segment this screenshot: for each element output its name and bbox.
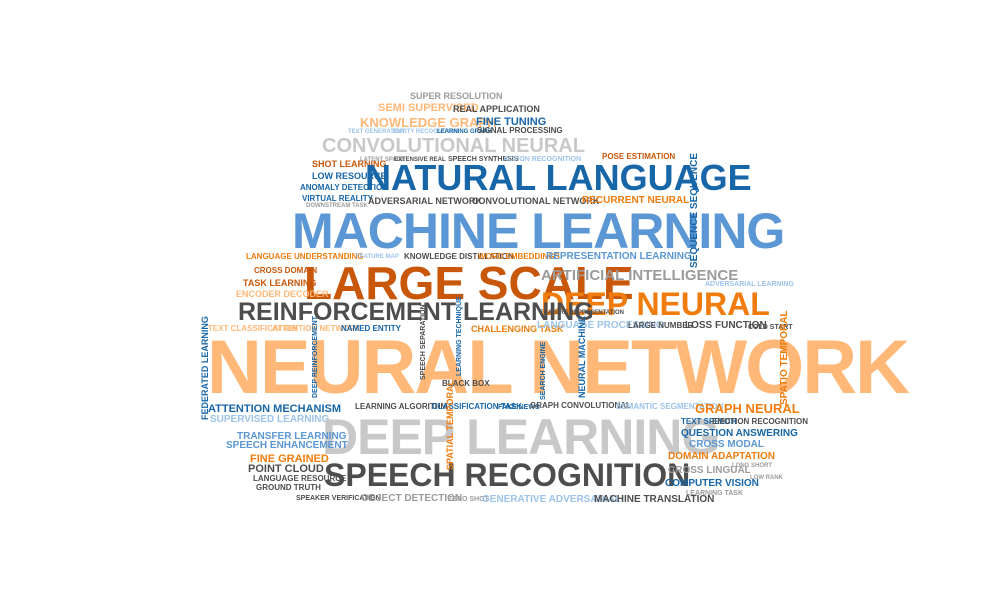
word-anomaly-detection: ANOMALY DETECTION [300,183,389,192]
word-attention-mechanism: ATTENTION MECHANISM [208,403,342,415]
word-spatial-temporal: SPATIAL TEMPORAL [445,380,455,470]
word-text-speech: TEXT SPEECH [681,417,737,426]
word-knowledge-distillation: KNOWLEDGE DISTILLATION [404,252,514,261]
word-feature-representation: FEATURE REPRESENTATION [540,310,625,316]
word-search-engine: SEARCH ENGINE [540,341,547,400]
word-computer-vision: COMPUTER VISION [665,478,759,489]
word-speech-separation: SPEECH SEPARATION [420,304,427,380]
word-language-understanding: LANGUAGE UNDERSTANDING [246,252,364,261]
word-cross-lingual: CROSS LINGUAL [668,465,751,476]
word-learning-task: LEARNING TASK [686,490,744,497]
word-pose-estimation: POSE ESTIMATION [602,152,676,161]
word-attention-network: ATTENTION NETWORK [272,324,361,333]
word-emotion-recognition: EMOTION RECOGNITION [712,417,808,426]
word-question-answering: QUESTION ANSWERING [681,428,798,439]
word-named-entity: NAMED ENTITY [341,324,401,333]
word-super-resolution: SUPER RESOLUTION [410,91,503,101]
word-learning-algorithm: LEARNING ALGORITHM [355,402,448,411]
word-fine-grained: FINE GRAINED [250,453,329,465]
word-cross-modal: CROSS MODAL [689,439,764,450]
word-zero-shot: ZERO SHOT [448,496,489,503]
word-language-processing: LANGUAGE PROCESSING [537,320,664,331]
word-natural-language: NATURAL LANGUAGE [365,157,752,198]
word-cross-domain: CROSS DOMAIN [254,266,318,275]
word-extensive-real: EXTENSIVE REAL [394,157,446,163]
word-large-number: LARGE NUMBER [628,321,694,330]
word-task-learning: TASK LEARNING [243,278,317,288]
word-reinforcement-learning: REINFORCEMENT LEARNING [238,298,594,326]
word-speech-recognition: SPEECH RECOGNITION [324,457,691,493]
word-latent-space: LATENT SPACE [360,157,406,163]
word-signal-processing: SIGNAL PROCESSING [477,126,563,135]
word-word-embeddings: WORD EMBEDDINGS [478,252,560,261]
word-virtual-reality: VIRTUAL REALITY [302,194,373,203]
word-deep-reinforcement: DEEP REINFORCEMENT [312,316,319,398]
word-large-scale: LARGE SCALE [304,257,634,309]
word-machine-learning: MACHINE LEARNING [292,203,785,259]
word-knowledge-graph: KNOWLEDGE GRAPH [360,115,497,130]
word-low-resource: LOW RESOURCE [312,171,387,181]
word-point-cloud: POINT CLOUD [248,463,324,475]
word-transfer-learning: TRANSFER LEARNING [237,431,347,442]
word-spatio-temporal: SPATIO TEMPORAL [779,310,790,405]
word-black-box: BLACK BOX [442,379,490,388]
word-adversarial-network: ADVERSARIAL NETWORK [368,196,482,206]
word-representation-learning: REPRESENTATION LEARNING [546,251,692,262]
word-loss-function: LOSS FUNCTION [685,320,767,331]
word-encoder-decoder: ENCODER DECODER [236,289,329,299]
word-classification-task: CLASSIFICATION TASK [432,402,522,411]
word-learning-technique: LEARNING TECHNIQUE [456,296,463,376]
word-recurrent-neural: RECURRENT NEURAL [582,195,690,206]
word-supervised-learning: SUPERVISED LEARNING [210,414,330,425]
word-graph-neural: GRAPH NEURAL [695,401,800,416]
word-fine-tuning: FINE TUNING [476,116,547,128]
word-federated-learning: FEDERATED LEARNING [200,316,210,420]
word-semantic-segmentation: SEMANTIC SEGMENTATION [616,402,724,411]
word-neural-network: NEURAL NETWORK [207,325,910,410]
word-speech-synthesis: SPEECH SYNTHESIS [448,156,519,163]
word-speaker-verification: SPEAKER VERIFICATION [296,495,381,502]
word-graph-convolutional: GRAPH CONVOLUTIONAL [530,401,631,410]
word-convolutional-network: CONVOLUTIONAL NETWORK [472,196,600,206]
word-real-application: REAL APPLICATION [453,104,540,114]
word-sequence-sequence: SEQUENCE SEQUENCE [689,152,700,268]
word-cold-start: COLD START [748,324,793,331]
word-downstream-task: DOWNSTREAM TASK [306,203,368,209]
word-challenging-task: CHALLENGING TASK [471,324,564,334]
word-text-classification: TEXT CLASSIFICATION [208,324,298,333]
word-feature-map: FEATURE MAP [356,254,399,260]
word-low-rank: LOW RANK [750,475,783,481]
word-deep-neural: DEEP NEURAL [541,286,770,322]
word-neural-machine: NEURAL MACHINE [577,316,587,398]
word-deep-learning: DEEP LEARNING [322,409,720,465]
word-entity-recognition: ENTITY RECOGNITION [393,129,459,135]
word-generative-adversarial: GENERATIVE ADVERSARIAL [482,494,621,505]
word-semi-supervised: SEMI SUPERVISED [378,102,479,114]
word-long-short: LONG SHORT [732,463,772,469]
word-object-detection: OBJECT DETECTION [361,493,463,504]
word-convolutional-neural: CONVOLUTIONAL NEURAL [322,135,585,157]
word-domain-adaptation: DOMAIN ADAPTATION [668,451,776,462]
word-learning-graph: LEARNING GRAPH [437,129,492,135]
word-artificial-intelligence: ARTIFICIAL INTELLIGENCE [541,267,739,284]
word-adversarial-learning: ADVERSARIAL LEARNING [705,281,794,288]
word-language-resource: LANGUAGE RESOURCE [253,474,347,483]
word-machine-translation: MACHINE TRANSLATION [594,494,715,505]
word-action-recognition: ACTION RECOGNITION [503,156,582,163]
word-ground-truth: GROUND TRUTH [256,483,321,492]
word-shot-learning: SHOT LEARNING [312,159,387,169]
word-fake-news: FAKE NEWS [498,404,540,411]
word-text-generation: TEXT GENERATION [348,129,405,135]
word-speech-enhancement: SPEECH ENHANCEMENT [226,440,348,451]
